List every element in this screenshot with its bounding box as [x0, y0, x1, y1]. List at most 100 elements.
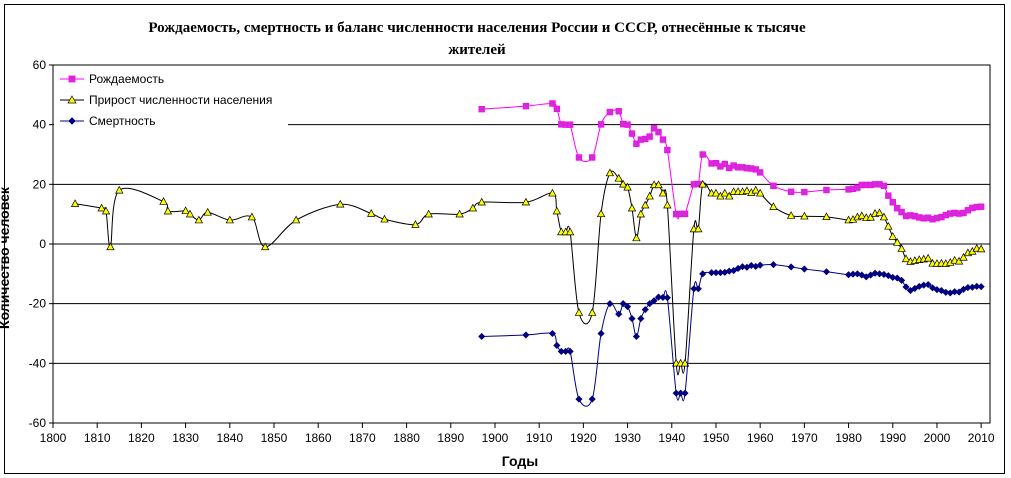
data-point-growth — [627, 203, 637, 212]
y-tick-label: -20 — [29, 297, 47, 311]
x-tick-label: 1960 — [747, 431, 774, 445]
data-point-birth — [646, 133, 653, 140]
data-point-growth — [959, 252, 968, 261]
data-point-birth — [977, 203, 985, 210]
x-tick-label: 1880 — [393, 431, 420, 445]
data-point-birth — [566, 121, 574, 128]
data-point-growth — [698, 179, 707, 188]
data-point-death — [628, 314, 636, 323]
data-point-growth — [614, 173, 623, 182]
y-tick-label: 20 — [33, 177, 47, 191]
data-point-growth — [888, 232, 897, 240]
data-point-death — [769, 260, 778, 269]
data-point-death — [880, 270, 888, 279]
data-point-birth — [589, 154, 596, 161]
data-point-birth — [898, 208, 905, 216]
data-point-death — [663, 294, 672, 302]
series-growth — [70, 168, 986, 376]
data-point-birth — [712, 159, 720, 167]
data-point-death — [977, 283, 985, 291]
x-tick-label: 1980 — [835, 431, 862, 445]
data-point-birth — [664, 146, 671, 154]
x-tick-label: 1830 — [172, 431, 199, 445]
x-tick-label: 1800 — [40, 431, 67, 445]
y-tick-label: 60 — [33, 58, 47, 72]
data-point-birth — [522, 102, 530, 110]
x-tick-label: 1910 — [526, 431, 553, 445]
data-point-growth — [725, 191, 734, 200]
data-point-growth — [115, 185, 124, 194]
data-point-death — [548, 329, 557, 338]
data-point-growth — [822, 212, 831, 221]
data-point-growth — [866, 212, 875, 221]
data-point-death — [615, 310, 623, 318]
data-point-birth — [650, 125, 658, 132]
data-point-birth — [885, 192, 892, 199]
legend-label-birth: Рождаемость — [89, 72, 164, 86]
y-tick-label: -60 — [29, 416, 47, 430]
data-point-growth — [163, 206, 173, 215]
data-point-birth — [880, 182, 888, 190]
data-point-death — [924, 280, 932, 289]
data-point-growth — [641, 200, 650, 209]
data-point-death — [606, 300, 614, 308]
data-point-growth — [605, 168, 615, 177]
data-point-growth — [552, 206, 562, 215]
data-point-growth — [623, 182, 632, 191]
data-point-death — [575, 395, 583, 403]
data-point-birth — [823, 186, 830, 194]
data-point-growth — [477, 197, 486, 206]
data-point-death — [650, 297, 658, 305]
data-point-death — [553, 341, 561, 350]
data-point-death — [694, 285, 702, 293]
data-point-growth — [159, 197, 168, 205]
data-point-growth — [521, 197, 531, 206]
data-point-death — [646, 300, 654, 308]
data-point-birth — [553, 105, 561, 113]
data-point-growth — [225, 215, 234, 224]
x-tick-label: 1920 — [570, 431, 597, 445]
data-point-birth — [889, 199, 896, 206]
data-point-death — [747, 261, 755, 270]
data-point-growth — [194, 215, 204, 224]
x-tick-label: 1850 — [261, 431, 288, 445]
data-point-growth — [901, 254, 911, 263]
x-tick-label: 1860 — [305, 431, 332, 445]
legend: Рождаемость Прирост численности населени… — [54, 66, 288, 128]
x-tick-label: 1900 — [482, 431, 509, 445]
data-point-growth — [588, 308, 597, 316]
legend-label-death: Смертность — [89, 114, 156, 128]
data-point-growth — [950, 255, 959, 264]
data-point-growth — [70, 199, 80, 207]
data-point-growth — [800, 211, 809, 220]
data-point-birth — [699, 151, 706, 158]
data-point-birth — [478, 105, 485, 113]
legend-marker-birth — [68, 75, 76, 83]
data-point-growth — [857, 211, 867, 220]
data-point-growth — [632, 233, 641, 242]
series-line-birth — [481, 102, 982, 220]
data-point-birth — [575, 154, 583, 161]
data-point-growth — [181, 206, 190, 215]
x-tick-label: 1950 — [703, 431, 730, 445]
data-point-growth — [755, 188, 765, 197]
data-point-growth — [751, 185, 760, 194]
x-tick-label: 2010 — [968, 431, 995, 445]
series-death — [478, 260, 985, 407]
data-point-birth — [615, 108, 622, 115]
data-point-death — [597, 329, 605, 338]
series-layer — [70, 100, 986, 407]
legend-marker-death — [68, 117, 76, 125]
chart-title-line-1: Рождаемость, смертность и баланс численн… — [148, 20, 806, 36]
data-point-birth — [628, 130, 636, 137]
data-point-death — [588, 395, 596, 403]
data-point-growth — [291, 215, 301, 224]
data-point-death — [738, 263, 747, 271]
data-point-growth — [742, 186, 752, 195]
data-point-growth — [663, 200, 672, 209]
data-point-growth — [879, 212, 889, 221]
data-point-death — [787, 263, 795, 271]
data-point-death — [632, 332, 641, 341]
x-tick-label: 2000 — [924, 431, 951, 445]
